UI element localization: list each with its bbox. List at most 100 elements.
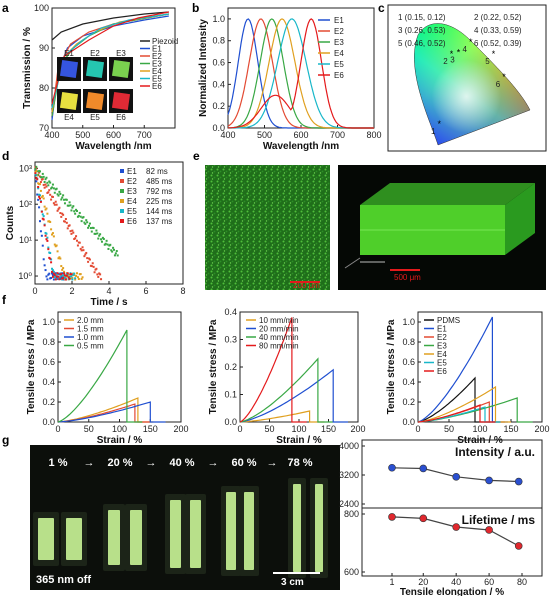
legend-label: E1	[334, 16, 344, 25]
decay-point-E6	[67, 276, 70, 279]
x-axis-label: Tensile elongation / %	[400, 587, 504, 596]
decay-point-E1	[37, 198, 40, 201]
decay-point-E5	[74, 277, 77, 280]
y-tick-label: 1.0	[212, 14, 225, 24]
stress-curve-E1	[417, 316, 508, 423]
y-tick-label: 0.4	[402, 377, 415, 387]
legend-label: E1	[127, 167, 137, 176]
y-tick-label: 80	[39, 83, 49, 93]
data-point	[419, 464, 428, 473]
decay-point-E4	[52, 235, 55, 238]
glowing-strip	[108, 510, 120, 565]
decay-point-E5	[42, 215, 45, 218]
x-tick-label: 50	[84, 424, 94, 434]
decay-point-E2	[86, 257, 89, 260]
decay-point-E1	[48, 272, 51, 275]
legend-label: E1	[437, 325, 447, 334]
decay-point-E3	[87, 226, 90, 229]
panel-label-b: b	[192, 1, 199, 15]
x-tick-label: 0	[415, 424, 420, 434]
decay-point-E3	[34, 168, 37, 171]
strain-step-label: 78 %	[287, 457, 312, 469]
decay-point-E3	[62, 194, 65, 197]
inset-vial-E6	[111, 91, 131, 111]
decay-point-E1	[46, 278, 49, 281]
y-tick-label: 0.0	[42, 417, 55, 427]
y-tick-label: 0.4	[212, 79, 225, 89]
legend-label: 1.5 mm	[77, 325, 104, 334]
decay-point-E4	[79, 273, 82, 276]
decay-point-E6	[35, 176, 38, 179]
decay-point-E3	[92, 227, 95, 230]
panel-label-c: c	[378, 1, 385, 15]
decay-point-E2	[47, 191, 50, 194]
x-tick-label: 100	[112, 424, 127, 434]
decay-point-E6	[56, 272, 59, 275]
y-tick-label: 0.3	[224, 335, 237, 345]
legend-label: 10 mm/min	[259, 316, 299, 325]
plot-frame	[239, 311, 359, 423]
decay-point-E4	[57, 257, 60, 260]
x-tick-label: 20	[418, 577, 428, 587]
y-tick-label: 0.4	[224, 307, 237, 317]
legend-label: E3	[127, 187, 137, 196]
legend-label: 40 mm/min	[259, 333, 299, 342]
decay-point-E3	[101, 236, 104, 239]
cie-coordinate-4: 4 (0.33, 0.59)	[474, 26, 522, 35]
decay-point-E5	[41, 213, 44, 216]
legend-label: E2	[334, 27, 344, 36]
strain-step-label: 1 %	[49, 457, 68, 469]
legend-label: E2	[127, 177, 137, 186]
legend-marker	[120, 189, 124, 193]
decay-point-E3	[48, 180, 51, 183]
decay-point-E1	[47, 273, 50, 276]
decay-point-E2	[58, 206, 61, 209]
x-tick-label: 400	[44, 130, 59, 140]
data-point	[388, 463, 396, 472]
decay-point-E2	[75, 235, 78, 238]
decay-point-E3	[112, 246, 115, 249]
decay-point-E4	[53, 243, 56, 246]
decay-point-E6	[43, 224, 46, 227]
decay-point-E1	[40, 234, 43, 237]
decay-point-E5	[49, 252, 52, 255]
inset-vial-E2	[85, 59, 105, 79]
decay-point-E6	[44, 234, 47, 237]
legend-value: 225 ms	[146, 197, 172, 206]
x-tick-label: 700	[330, 130, 345, 140]
decay-point-E5	[72, 273, 75, 276]
y-tick-label: 10³	[19, 163, 32, 173]
decay-point-E2	[81, 246, 84, 249]
panel-c-cie: 1 (0.15, 0.12) 2 (0.22, 0.52) 3 (0.26, 0.5…	[387, 4, 547, 152]
decay-point-E3	[35, 165, 38, 168]
stress-curve-40 mm/min	[239, 357, 333, 423]
decay-point-E4	[74, 278, 77, 281]
decay-point-E2	[44, 183, 47, 186]
legend-label: E4	[127, 197, 137, 206]
decay-point-E3	[102, 237, 105, 240]
data-point	[485, 526, 493, 534]
decay-point-E4	[41, 194, 44, 197]
plot-frame	[361, 507, 543, 577]
decay-point-E3	[98, 234, 101, 237]
y-tick-label: 0.6	[42, 357, 55, 367]
cie-coordinate-2: 2 (0.22, 0.52)	[474, 13, 522, 22]
scale-label-left: 200 μm	[293, 281, 320, 290]
decay-point-E4	[45, 207, 48, 210]
cie-coordinate-1: 1 (0.15, 0.12)	[398, 13, 446, 22]
decay-point-E3	[90, 230, 93, 233]
legend-label: E5	[334, 60, 344, 69]
decay-point-E2	[53, 203, 56, 206]
y-tick-label: 100	[34, 3, 49, 13]
decay-point-E3	[106, 243, 109, 246]
decay-point-E2	[64, 217, 67, 220]
decay-point-E4	[49, 221, 52, 224]
decay-point-E6	[51, 275, 54, 278]
glowing-strip	[315, 484, 323, 572]
photo-scale-label: 3 cm	[281, 577, 304, 588]
data-point	[419, 514, 428, 523]
decay-point-E6	[62, 276, 65, 279]
y-tick-label: 1.0	[42, 317, 55, 327]
stress-curve-20 mm/min	[239, 368, 348, 423]
cie-point-label: 1	[431, 127, 436, 136]
